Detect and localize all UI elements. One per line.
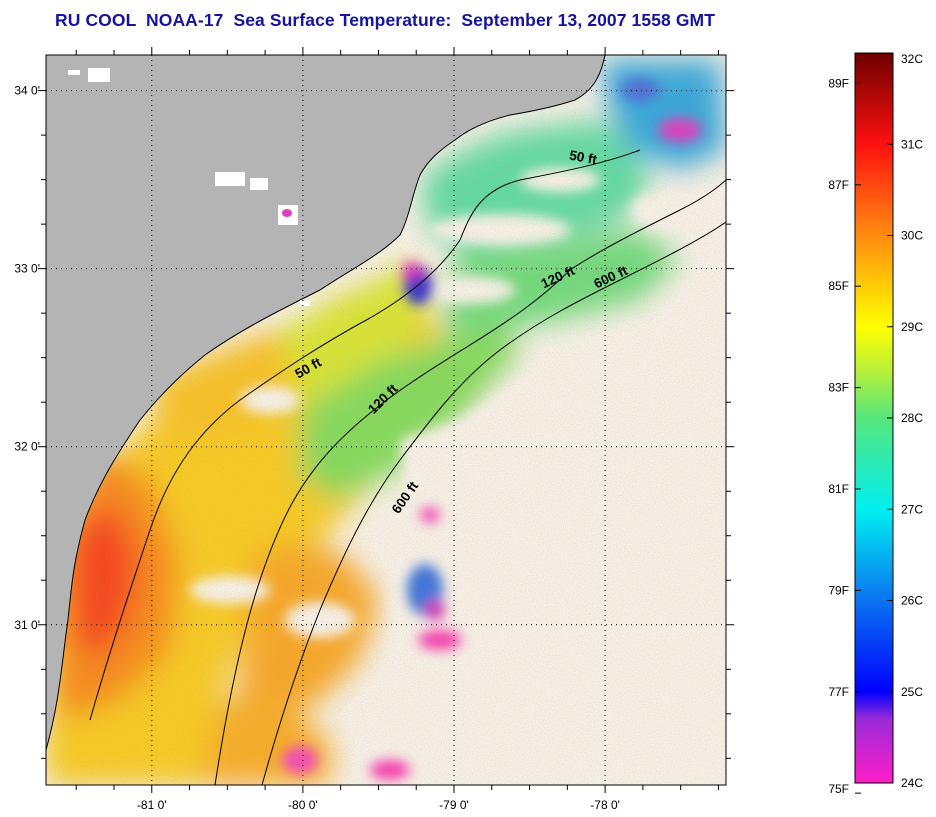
colorbar-label-f: 85F (828, 279, 849, 293)
land-area (46, 55, 605, 750)
colorbar-label-f: 89F (828, 76, 849, 90)
contour-50ft (89, 149, 641, 721)
coastline (46, 55, 606, 751)
lat-tick-label: 34 0' (14, 84, 40, 98)
colorbar-label-f: 87F (828, 178, 849, 192)
colorbar-label-f: 77F (828, 685, 849, 699)
colorbar-label-c: 28C (901, 411, 923, 425)
colorbar-scale (854, 52, 894, 784)
lat-lon-grid (46, 55, 726, 785)
lat-tick-label: 32 0' (14, 440, 40, 454)
colorbar-label-f: 79F (828, 583, 849, 597)
colorbar-label-c: 27C (901, 502, 923, 516)
colorbar-labels: 32C 31C 30C 29C 28C 27C 26C 25C 24C 89F 87F 85F 83F 8… (828, 52, 923, 796)
colorbar-label-f: 83F (828, 381, 849, 395)
colorbar-label-c: 26C (901, 594, 923, 608)
map-title: RU COOL NOAA-17 Sea Surface Temperature:… (55, 10, 716, 30)
colorbar-label-c: 32C (901, 52, 923, 66)
lon-tick-label: -78 0' (590, 798, 620, 812)
contour-120ft (214, 179, 726, 785)
lon-tick-label: -81 0' (137, 798, 167, 812)
lat-tick-label: 31 0' (14, 618, 40, 632)
colorbar-label-c: 31C (901, 137, 923, 151)
lat-tick-label: 33 0' (14, 262, 40, 276)
axis-labels: -81 0' -80 0' -79 0' -78 0' 34 0' 33 0' 32 0' 3… (14, 84, 620, 812)
lon-tick-label: -80 0' (288, 798, 318, 812)
colorbar-label-c: 24C (901, 776, 923, 790)
lon-tick-label: -79 0' (439, 798, 469, 812)
contour-label: 50 ft (568, 148, 598, 168)
colorbar-label-c: 25C (901, 685, 923, 699)
colorbar-label-c: 29C (901, 320, 923, 334)
colorbar-label-c: 30C (901, 229, 923, 243)
axis-ticks (38, 47, 734, 793)
map-frame (45, 54, 727, 786)
colorbar-label-f: 81F (828, 482, 849, 496)
colorbar-label-f: 75F (828, 782, 849, 796)
contour-600ft (261, 221, 726, 785)
